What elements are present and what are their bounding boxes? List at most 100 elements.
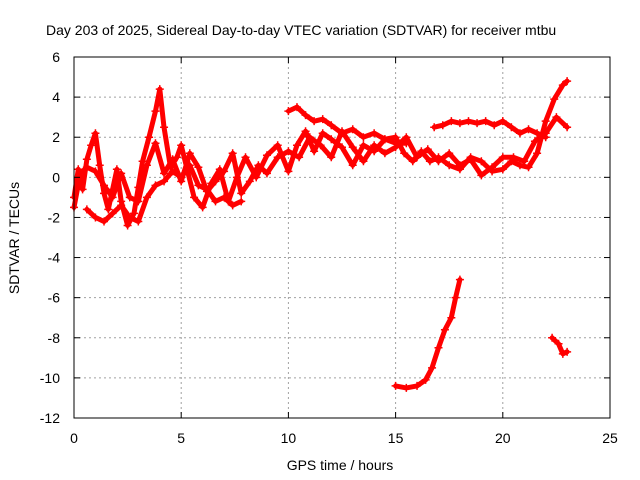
x-tick-label: 25	[602, 430, 618, 446]
data-point	[82, 155, 91, 164]
y-tick-label: 4	[52, 89, 60, 105]
data-point	[305, 133, 314, 142]
data-point	[198, 203, 207, 212]
data-point	[91, 167, 100, 176]
y-tick-label: 0	[52, 169, 60, 185]
data-point	[237, 197, 246, 206]
data-point	[284, 107, 293, 116]
data-point	[168, 167, 177, 176]
series-line	[71, 78, 570, 228]
data-point	[488, 163, 497, 172]
data-point	[440, 325, 449, 334]
data-point	[190, 193, 199, 202]
data-point	[481, 117, 490, 126]
data-point	[413, 381, 422, 390]
data-point	[318, 115, 327, 124]
y-tick-label: -8	[48, 330, 61, 346]
data-point	[82, 163, 91, 172]
data-point	[400, 149, 409, 158]
data-point	[563, 123, 572, 132]
data-point	[237, 189, 246, 198]
data-point	[241, 153, 250, 162]
y-tick-labels: -12 -10 -8 -6 -4 -2 0 2 4 6	[40, 49, 60, 426]
data-point	[515, 129, 524, 138]
axis-ticks	[73, 56, 611, 419]
data-point	[563, 347, 572, 356]
data-point	[95, 161, 104, 170]
data-point	[455, 161, 464, 170]
data-point	[348, 125, 357, 134]
data-point	[142, 161, 151, 170]
data-point	[108, 209, 117, 218]
data-point	[428, 363, 437, 372]
series-trace-d	[284, 103, 411, 148]
data-point	[338, 143, 346, 152]
data-point	[301, 127, 310, 136]
data-point	[455, 119, 464, 128]
data-point	[380, 135, 389, 144]
data-point	[370, 129, 379, 138]
data-point	[477, 171, 486, 180]
data-point	[548, 333, 557, 342]
data-point	[445, 149, 454, 158]
data-point	[524, 163, 533, 172]
data-point	[125, 193, 134, 202]
data-point	[445, 161, 454, 170]
data-point	[327, 135, 336, 144]
data-point	[194, 163, 203, 172]
series-trace-f	[391, 275, 464, 392]
y-tick-label: -12	[40, 410, 60, 426]
data-point	[254, 161, 263, 170]
data-point	[359, 133, 368, 142]
data-point	[228, 201, 237, 210]
data-point	[563, 77, 572, 86]
y-axis-label: SDTVAR / TECUs	[6, 182, 22, 294]
data-point	[550, 95, 559, 104]
data-point	[245, 177, 254, 186]
data-point	[273, 141, 282, 150]
data-point	[464, 117, 473, 126]
data-point	[273, 153, 282, 162]
data-point	[338, 129, 346, 138]
data-series	[70, 77, 572, 392]
data-point	[348, 161, 357, 170]
data-point	[301, 111, 310, 120]
data-point	[151, 107, 160, 116]
x-tick-label: 20	[495, 430, 511, 446]
chart-title: Day 203 of 2025, Sidereal Day-to-day VTE…	[46, 22, 556, 38]
y-tick-label: 2	[52, 129, 60, 145]
data-point	[125, 213, 134, 222]
data-point	[434, 343, 443, 352]
data-point	[554, 339, 563, 348]
x-tick-label: 0	[70, 430, 78, 446]
data-point	[438, 121, 447, 130]
data-point	[310, 147, 319, 156]
data-point	[185, 149, 194, 158]
data-point	[228, 149, 237, 158]
series-trace-e	[430, 117, 550, 142]
data-point	[151, 181, 160, 190]
data-point	[451, 293, 460, 302]
data-point	[423, 145, 432, 154]
data-point	[100, 217, 109, 226]
data-point	[425, 157, 434, 166]
data-point	[359, 157, 368, 166]
data-point	[455, 275, 464, 284]
data-point	[520, 157, 529, 166]
data-point	[134, 217, 143, 226]
x-tick-label: 10	[281, 430, 297, 446]
data-point	[91, 213, 100, 222]
data-point	[316, 141, 325, 150]
grid-lines	[74, 57, 610, 418]
data-point	[202, 185, 211, 194]
data-point	[434, 157, 443, 166]
data-point	[160, 123, 169, 132]
data-point	[558, 81, 567, 90]
data-point	[177, 173, 186, 182]
series-line	[393, 277, 463, 391]
data-point	[145, 133, 154, 142]
data-point	[211, 197, 220, 206]
x-axis-label: GPS time / hours	[287, 457, 394, 473]
data-point	[134, 197, 143, 206]
x-tick-label: 15	[388, 430, 404, 446]
